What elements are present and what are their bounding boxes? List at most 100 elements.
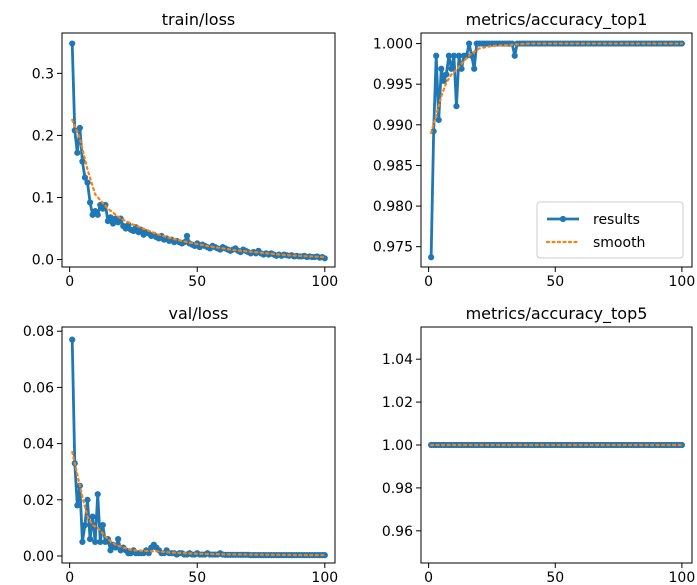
y-tick-label: 0.985 [373,158,413,174]
data-point [435,116,442,124]
data-point [438,65,445,72]
axes-frame [420,32,693,268]
data-point [92,538,99,546]
data-point [74,149,81,156]
data-point [466,40,473,47]
axes-frame [61,32,336,268]
legend-swatch-marker [559,215,567,223]
data-point [453,103,460,110]
data-point [86,536,94,543]
x-tick-label: 50 [188,570,206,585]
data-point [81,174,89,181]
subplot-title: metrics/accuracy_top5 [466,304,648,324]
subplot-title: metrics/accuracy_top1 [466,10,648,30]
x-tick-label: 100 [311,570,338,585]
data-point [463,52,470,59]
y-tick-label: 0.02 [23,493,54,509]
plot-series-group [428,40,685,261]
data-point [107,547,114,554]
x-tick-label: 50 [546,274,564,290]
data-point [448,65,455,72]
series-line-smooth [71,450,326,557]
plot-series-group [69,336,328,559]
data-point [440,77,447,85]
subplot-4: metrics/accuracy_top5 0 50 100 0.96 0.98 1.00 1… [382,304,695,585]
data-point [94,491,101,498]
y-tick-label: 1.00 [382,438,413,454]
series-line-results [70,43,326,260]
x-tick-label: 50 [546,570,564,585]
data-point [69,336,76,343]
data-point [450,52,458,59]
data-point [471,65,478,72]
legend-label: results [593,212,640,228]
data-point [445,52,452,59]
x-tick-label: 0 [424,274,433,290]
data-point [94,211,101,218]
data-point [86,199,94,206]
data-point [321,552,328,559]
data-point [79,158,86,165]
subplot-title: train/loss [162,10,236,29]
x-tick-label: 100 [669,570,696,585]
x-tick-label: 50 [188,274,206,290]
data-point [112,544,119,551]
axes-frame [61,326,336,564]
x-tick-label: 0 [65,274,74,290]
data-point [74,502,81,509]
y-tick-label: 0.980 [373,199,413,215]
data-point [428,254,435,261]
data-point [107,214,114,221]
data-point [89,513,96,520]
data-point [81,521,89,529]
data-point [115,536,122,543]
data-point [97,538,104,546]
data-point [443,71,450,78]
y-tick-label: 0.08 [23,324,54,340]
y-tick-label: 0.0 [32,253,54,269]
x-tick-label: 0 [65,570,74,585]
x-tick-label: 100 [311,274,338,290]
y-tick-label: 0.995 [373,77,413,93]
data-point [99,521,106,529]
x-tick-label: 100 [669,274,696,290]
y-tick-label: 0.96 [382,524,413,540]
data-point [69,40,76,47]
y-tick-label: 0.04 [23,437,54,453]
y-tick-label: 0.975 [373,240,413,256]
plot-series-group [69,40,328,262]
legend-box [536,201,684,259]
legend: results smooth [536,201,684,259]
y-tick-label: 0.2 [32,128,54,144]
y-tick-label: 1.000 [373,37,413,53]
x-tick-label: 0 [424,570,433,585]
subplot-title: val/loss [168,304,228,323]
y-tick-label: 1.02 [382,395,413,411]
plot-series-group [428,441,685,449]
data-point [455,52,463,59]
data-point [678,441,685,449]
y-tick-label: 0.1 [32,190,54,206]
y-tick-label: 1.04 [382,352,413,368]
data-point [76,124,83,132]
series-line-smooth [71,118,326,259]
y-tick-label: 0.00 [23,549,54,565]
y-tick-label: 0.990 [373,118,413,134]
data-point [84,179,91,186]
series-line-smooth [430,42,683,135]
subplot-3: val/loss 0 50 100 0.00 0.02 0.04 0.06 0.08 [23,304,338,585]
data-point [109,220,117,227]
legend-label: smooth [593,235,645,251]
subplot-2: metrics/accuracy_top1 0 50 100 0.975 0.980 0.9… [373,10,695,290]
data-point [511,52,518,59]
subplot-1: train/loss 0 50 100 0.0 0.1 0.2 0.3 [32,10,338,290]
data-point [183,232,191,240]
y-tick-label: 0.06 [23,380,54,396]
data-point [433,52,440,59]
y-tick-label: 0.98 [382,481,413,497]
y-tick-label: 0.3 [32,66,54,82]
series-line-results [70,339,325,557]
data-point [84,496,91,503]
data-point [79,538,86,546]
